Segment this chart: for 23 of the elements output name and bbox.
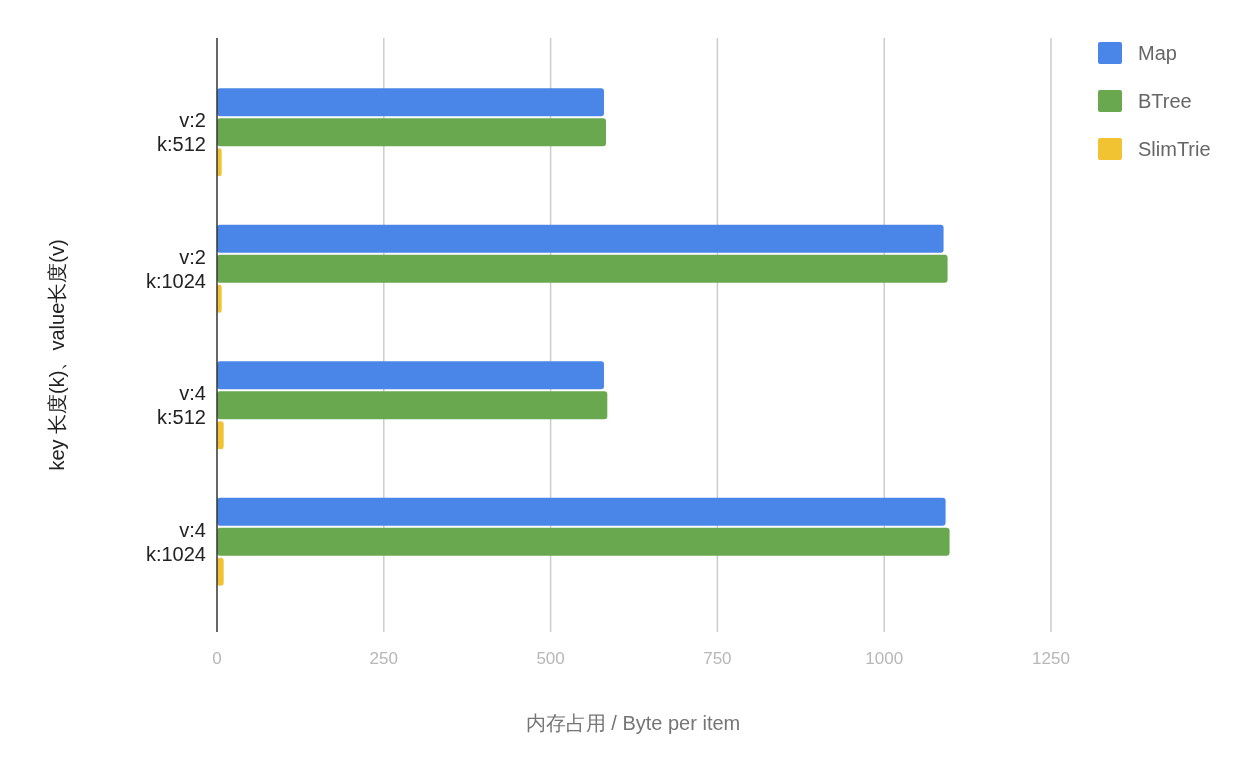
bar: [217, 254, 948, 283]
x-tick-label: 500: [536, 649, 565, 668]
y-tick-label: v:4 k:512: [157, 382, 206, 429]
y-axis-title: key 长度(k)、value长度(v): [46, 239, 68, 471]
x-axis-title: 内存占用 / Byte per item: [525, 712, 741, 734]
bar: [217, 361, 604, 390]
bar: [217, 527, 950, 556]
legend-label: Map: [1138, 42, 1177, 64]
bar: [217, 118, 606, 147]
bar: [217, 391, 608, 420]
bar: [217, 88, 604, 117]
x-tick-label: 750: [703, 649, 732, 668]
legend-label: SlimTrie: [1138, 138, 1211, 160]
y-tick-label: v:2 k:512: [157, 109, 206, 156]
x-tick-label: 250: [369, 649, 398, 668]
x-tick-label: 0: [212, 649, 222, 668]
y-tick-label: v:2 k:1024: [145, 245, 206, 292]
x-tick-label: 1250: [1032, 649, 1070, 668]
x-tick-label: 1000: [865, 649, 904, 668]
bar: [217, 497, 946, 526]
y-tick-label: v:4 k:1024: [145, 518, 206, 565]
bar: [217, 224, 944, 253]
legend-label: BTree: [1138, 90, 1192, 112]
